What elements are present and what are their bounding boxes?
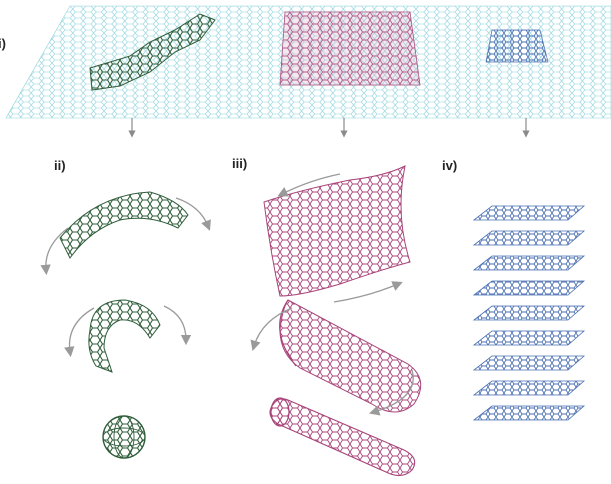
graphite-stack [472,205,586,421]
curve-arrow-ii-1 [40,227,69,276]
graphite-layer [472,205,586,221]
graphite-layer [472,330,586,346]
fullerene-ball [102,415,146,459]
graphite-layer [472,405,586,421]
blue-patch [485,29,549,63]
green-patch [89,13,216,91]
curve-arrow-ii-3 [64,307,95,358]
curve-arrow-iii-2 [333,281,403,303]
rolling-sheet [263,165,411,297]
graphite-layer [472,255,586,271]
curve-arrow-ii-2 [175,197,211,231]
panel-label-iii: iii) [232,156,248,171]
curve-arrow-iii-1 [277,173,341,197]
curve-arrow-ii-4 [163,305,192,346]
pink-patch [279,11,421,86]
curve-arrow-iii-3 [250,307,293,351]
panel-label-iv: iv) [442,158,458,173]
fullerene-fragment-open [59,191,189,259]
fullerene-fragment-curled [88,299,161,373]
panel-label-ii: ii) [54,158,66,173]
curve-arrow-iii-4 [369,369,414,416]
panel-label-i: i) [0,36,6,51]
partial-tube [279,299,422,413]
graphite-layer [472,230,586,246]
graphite-layer [472,380,586,396]
graphite-layer [472,355,586,371]
graphite-layer [472,305,586,321]
graphite-layer [472,280,586,296]
nanotube [269,397,416,477]
